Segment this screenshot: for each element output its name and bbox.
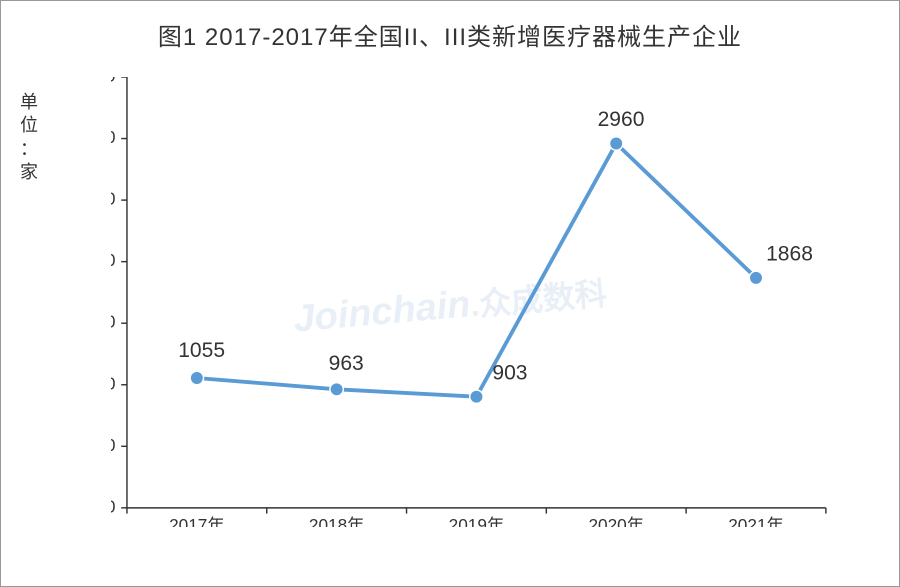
x-tick-label: 2018年 bbox=[309, 515, 365, 527]
y-tick-label: 1000 bbox=[111, 373, 115, 393]
chart-container: 图1 2017-2017年全国II、III类新增医疗器械生产企业 单位：家 Jo… bbox=[0, 0, 900, 587]
x-tick-label: 2017年 bbox=[169, 515, 225, 527]
data-marker bbox=[190, 371, 203, 384]
data-marker bbox=[470, 390, 483, 403]
y-tick-label: 0 bbox=[111, 496, 115, 516]
y-tick-label: 3000 bbox=[111, 127, 115, 147]
y-tick-label: 2000 bbox=[111, 250, 115, 270]
y-tick-label: 2500 bbox=[111, 189, 115, 209]
x-tick-label: 2019年 bbox=[449, 515, 505, 527]
y-axis-label: 单位：家 bbox=[19, 91, 39, 185]
y-tick-label: 1500 bbox=[111, 312, 115, 332]
data-line bbox=[197, 143, 756, 396]
chart-title: 图1 2017-2017年全国II、III类新增医疗器械生产企业 bbox=[1, 1, 899, 52]
data-marker bbox=[749, 271, 762, 284]
data-label: 903 bbox=[492, 361, 527, 384]
data-marker bbox=[330, 383, 343, 396]
data-label: 1055 bbox=[178, 339, 225, 362]
data-label: 2960 bbox=[598, 108, 645, 131]
data-label: 963 bbox=[329, 352, 364, 375]
chart-svg: 0 500 1000 1500 2000 2500 3000 3500 2017年 2018年 20… bbox=[111, 77, 861, 527]
data-marker bbox=[610, 137, 623, 150]
y-tick-label: 3500 bbox=[111, 77, 115, 86]
y-tick-label: 500 bbox=[111, 435, 115, 455]
data-label: 1868 bbox=[766, 243, 813, 266]
x-tick-label: 2020年 bbox=[588, 515, 644, 527]
x-tick-label: 2021年 bbox=[728, 515, 784, 527]
